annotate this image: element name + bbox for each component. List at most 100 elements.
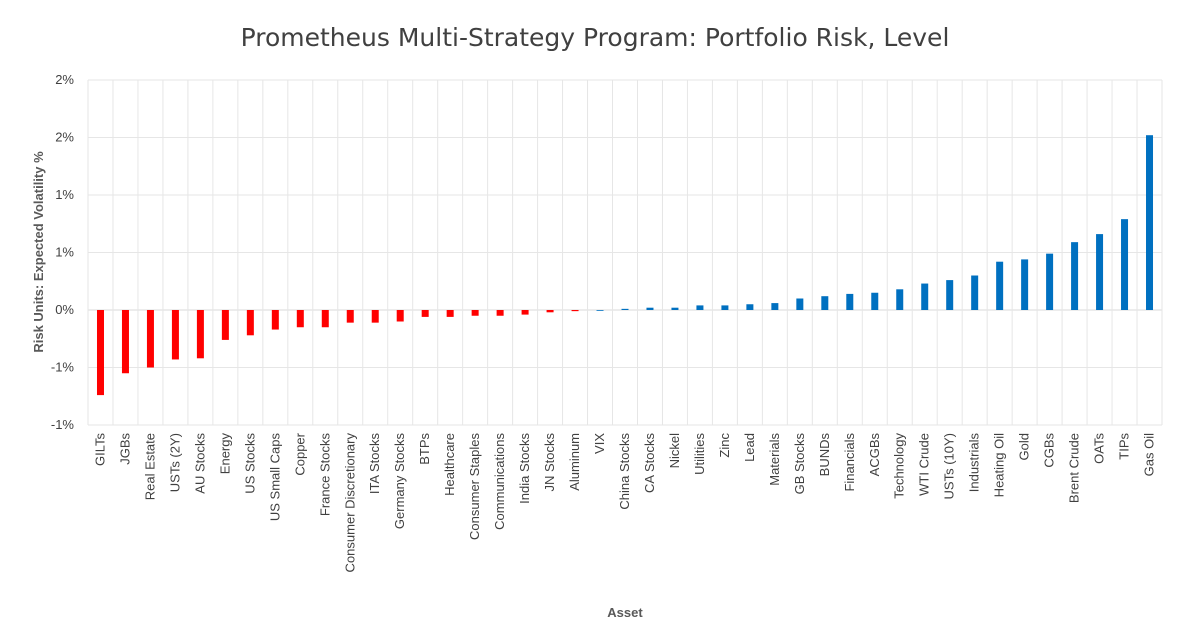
x-tick-label: Energy	[217, 433, 232, 475]
bar-usts-10y	[946, 280, 954, 310]
bar-financials	[846, 293, 854, 310]
x-tick-label: VIX	[592, 433, 607, 454]
x-tick-label: US Small Caps	[267, 433, 282, 522]
bar-lead	[746, 304, 754, 310]
bar-india-stocks	[521, 310, 529, 315]
x-tick-label: USTs (10Y)	[942, 433, 957, 499]
x-tick-label: ACGBs	[867, 433, 882, 477]
x-tick-label: OATs	[1092, 433, 1107, 464]
x-axis-title: Asset	[607, 605, 643, 620]
y-axis-ticks: 2% 2% 1% 1% 0% -1% -1%	[51, 72, 75, 432]
bar-technology	[896, 289, 904, 310]
bar-aluminum	[571, 310, 579, 312]
x-tick-label: Technology	[892, 433, 907, 499]
x-tick-label: Brent Crude	[1067, 433, 1082, 503]
bar-copper	[296, 310, 304, 328]
bar-usts-2y	[171, 310, 179, 360]
y-tick-label: 1%	[55, 245, 74, 260]
x-tick-label: Copper	[292, 432, 307, 475]
bar-jgbs	[121, 310, 129, 374]
bar-vix	[596, 310, 604, 311]
y-axis-title: Risk Units: Expected Volatility %	[31, 151, 46, 353]
bar-communications	[496, 310, 504, 316]
bar-heating-oil	[996, 261, 1004, 310]
bar-consumer-staples	[471, 310, 479, 316]
x-tick-label: BUNDs	[817, 433, 832, 477]
x-tick-label: JGBs	[117, 433, 132, 465]
x-tick-label: US Stocks	[242, 433, 257, 494]
bar-materials	[771, 303, 779, 310]
x-tick-label: India Stocks	[517, 433, 532, 504]
bar-zinc	[721, 305, 729, 310]
bar-ca-stocks	[646, 307, 654, 310]
bar-cgbs	[1046, 253, 1054, 310]
bar-oats	[1096, 234, 1104, 310]
bar-us-stocks	[246, 310, 254, 336]
x-tick-label: Germany Stocks	[392, 433, 407, 530]
x-tick-label: Nickel	[667, 433, 682, 469]
bar-gilts	[96, 310, 104, 396]
x-tick-label: Utilities	[692, 433, 707, 475]
bar-brent-crude	[1071, 242, 1079, 310]
x-tick-label: JN Stocks	[542, 433, 557, 492]
bar-jn-stocks	[546, 310, 554, 313]
y-tick-label: 2%	[55, 130, 74, 145]
x-tick-label: ITA Stocks	[367, 433, 382, 495]
x-tick-label: Consumer Staples	[467, 433, 482, 540]
x-tick-label: BTPs	[417, 433, 432, 465]
x-tick-label: Lead	[742, 433, 757, 462]
x-axis-categories: GILTs JGBs Real Estate USTs (2Y) AU Stocks En…	[92, 432, 1156, 572]
y-tick-label: 2%	[55, 72, 74, 87]
chart-title: Prometheus Multi-Strategy Program: Portf…	[241, 23, 950, 52]
bar-real-estate	[146, 310, 154, 368]
x-tick-label: Materials	[767, 433, 782, 486]
bar-healthcare	[446, 310, 454, 317]
bar-gb-stocks	[796, 298, 804, 310]
bar-industrials	[971, 275, 979, 310]
y-tick-label: -1%	[51, 417, 75, 432]
bar-tips	[1121, 219, 1129, 310]
bar-germany-stocks	[396, 310, 404, 322]
x-tick-label: Financials	[842, 433, 857, 492]
x-tick-label: TIPs	[1117, 433, 1132, 460]
bar-acgbs	[871, 292, 879, 310]
x-tick-label: China Stocks	[617, 433, 632, 510]
y-tick-label: 1%	[55, 187, 74, 202]
bar-btps	[421, 310, 429, 317]
bar-au-stocks	[196, 310, 204, 359]
x-tick-label: Real Estate	[142, 433, 157, 500]
x-tick-label: Consumer Discretionary	[342, 433, 357, 573]
bar-wti-crude	[921, 283, 929, 310]
x-tick-label: CGBs	[1042, 433, 1057, 468]
y-tick-label: 0%	[55, 302, 74, 317]
x-tick-label: Gold	[1017, 433, 1032, 460]
x-tick-label: Industrials	[967, 433, 982, 493]
bar-gas-oil	[1146, 135, 1154, 310]
x-tick-label: CA Stocks	[642, 433, 657, 493]
bar-ita-stocks	[371, 310, 379, 323]
bar-gold	[1021, 259, 1029, 310]
bar-france-stocks	[321, 310, 329, 328]
x-tick-label: GILTs	[92, 433, 107, 466]
bar-us-small-caps	[271, 310, 279, 330]
x-tick-label: Aluminum	[567, 433, 582, 491]
x-tick-label: AU Stocks	[192, 433, 207, 494]
bar-utilities	[696, 305, 704, 310]
bar-energy	[221, 310, 229, 340]
x-tick-label: GB Stocks	[792, 433, 807, 495]
x-tick-label: Heating Oil	[992, 433, 1007, 497]
x-tick-label: Communications	[492, 433, 507, 530]
x-tick-label: Zinc	[717, 433, 732, 458]
bar-consumer-discretionary	[346, 310, 354, 323]
bar-bunds	[821, 296, 829, 310]
gridlines	[87, 79, 1163, 426]
x-tick-label: France Stocks	[317, 433, 332, 517]
y-tick-label: -1%	[51, 360, 75, 375]
x-tick-label: Gas Oil	[1142, 433, 1157, 476]
x-tick-label: Healthcare	[442, 433, 457, 496]
bar-nickel	[671, 307, 679, 310]
x-tick-label: USTs (2Y)	[167, 433, 182, 492]
bars	[96, 135, 1154, 396]
